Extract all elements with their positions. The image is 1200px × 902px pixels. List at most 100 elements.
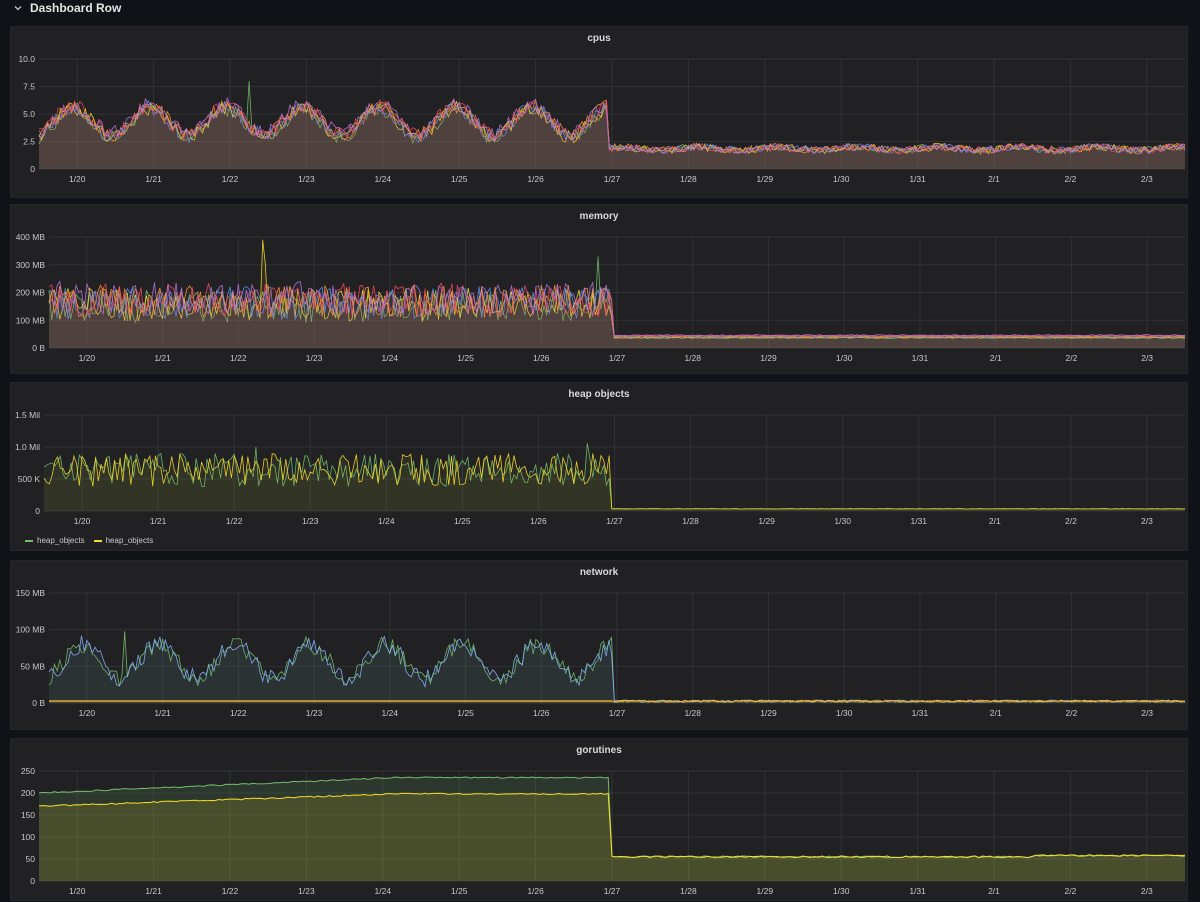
y-tick-label: 0: [35, 506, 40, 516]
series-line: [48, 256, 1186, 340]
chart-network: 0 B 50 MB 100 MB 150 MB 1/20 1/21 1/22 1/23 1/24…: [16, 588, 1186, 718]
x-tick-label: 2/3: [1141, 516, 1153, 526]
x-tick-label: 2/2: [1064, 174, 1076, 184]
x-tick-label: 1/25: [454, 516, 471, 526]
y-tick-label: 0: [30, 876, 35, 886]
series-area: [49, 239, 1185, 348]
dashboard-row-header[interactable]: Dashboard Row: [0, 0, 1200, 16]
x-tick-label: 2/2: [1065, 353, 1077, 363]
x-tick-label: 1/28: [684, 708, 701, 718]
legend-swatch: [93, 539, 102, 542]
x-tick-label: 1/25: [457, 353, 474, 363]
y-tick-label: 5.0: [23, 109, 35, 119]
panel-title[interactable]: memory: [579, 211, 619, 222]
y-tick-label: 200: [21, 788, 35, 798]
panel-title[interactable]: heap objects: [568, 389, 630, 400]
x-tick-label: 1/21: [154, 708, 171, 718]
legend-item[interactable]: heap_objects: [93, 536, 153, 545]
x-tick-label: 1/29: [760, 353, 777, 363]
series-line: [48, 635, 1186, 703]
series-area: [39, 100, 1185, 169]
x-tick-label: 1/24: [375, 886, 392, 896]
x-tick-label: 1/21: [150, 516, 167, 526]
series-area: [44, 453, 1185, 511]
series-line: [48, 285, 1186, 338]
series-area: [39, 81, 1185, 169]
x-tick-label: 1/30: [833, 886, 850, 896]
row-title: Dashboard Row: [30, 1, 122, 15]
x-tick-label: 2/1: [989, 516, 1001, 526]
y-tick-label: 250: [21, 766, 35, 776]
x-tick-label: 1/30: [834, 516, 851, 526]
x-tick-label: 1/29: [760, 708, 777, 718]
y-tick-label: 300 MB: [16, 260, 46, 270]
y-tick-label: 100: [21, 832, 35, 842]
y-tick-label: 100 MB: [16, 625, 46, 635]
x-tick-label: 1/20: [69, 174, 86, 184]
x-tick-label: 1/22: [222, 174, 239, 184]
y-tick-label: 400 MB: [16, 232, 46, 242]
y-tick-label: 150 MB: [16, 588, 46, 598]
series-area: [49, 281, 1185, 348]
y-tick-label: 100 MB: [16, 315, 46, 325]
y-tick-label: 150: [21, 810, 35, 820]
x-tick-label: 1/27: [609, 708, 626, 718]
x-tick-label: 1/21: [154, 353, 171, 363]
legend-item[interactable]: heap_objects: [25, 536, 85, 545]
x-tick-label: 1/30: [833, 174, 850, 184]
series-area: [39, 101, 1185, 169]
series-line: [49, 699, 1186, 703]
chart-heap-objects: 0 500 K 1.0 Mil 1.5 Mil 1/20 1/21 1/22 1/23 1/24…: [15, 410, 1186, 526]
y-tick-label: 10.0: [18, 54, 35, 64]
x-tick-label: 1/24: [382, 708, 399, 718]
x-tick-label: 1/23: [298, 174, 315, 184]
x-tick-label: 1/30: [836, 708, 853, 718]
x-tick-label: 1/20: [79, 708, 96, 718]
x-tick-label: 1/22: [230, 353, 247, 363]
x-tick-label: 2/3: [1141, 353, 1153, 363]
series-line: [48, 282, 1186, 337]
y-tick-label: 0 B: [32, 698, 45, 708]
panel-title[interactable]: network: [579, 567, 619, 578]
y-tick-label: 7.5: [23, 82, 35, 92]
series-area: [39, 98, 1185, 169]
x-tick-label: 1/26: [527, 886, 544, 896]
series-line: [38, 99, 1186, 155]
x-tick-label: 1/28: [684, 353, 701, 363]
x-tick-label: 1/24: [375, 174, 392, 184]
panel-heap-objects: heap objects 0 500 K 1.0 Mil 1.5 Mil 1/20 1/2…: [10, 382, 1188, 551]
y-tick-label: 0 B: [32, 343, 45, 353]
series-area: [49, 635, 1185, 703]
x-tick-label: 2/2: [1065, 516, 1077, 526]
x-tick-label: 1/24: [382, 353, 399, 363]
x-tick-label: 1/23: [298, 886, 315, 896]
y-tick-label: 0: [30, 164, 35, 174]
x-tick-label: 1/29: [757, 886, 774, 896]
x-tick-label: 2/3: [1141, 174, 1153, 184]
y-tick-label: 50: [26, 854, 36, 864]
x-tick-label: 1/31: [909, 174, 926, 184]
chart-gorutines: 0 50 100 150 200 250 1/20 1/21 1/22 1/23 1/24 1/25 1…: [21, 766, 1186, 896]
x-tick-label: 2/1: [990, 708, 1002, 718]
panel-network: network 0 B 50 MB 100 MB 150 MB 1/20 1/21 1/22…: [10, 560, 1188, 730]
x-tick-label: 1/28: [680, 886, 697, 896]
x-tick-label: 1/22: [226, 516, 243, 526]
series-area: [39, 100, 1185, 169]
x-tick-label: 1/31: [909, 886, 926, 896]
x-tick-label: 1/25: [451, 174, 468, 184]
series-area: [49, 256, 1185, 348]
series-area: [49, 286, 1185, 348]
series-line: [38, 96, 1186, 155]
x-tick-label: 1/27: [606, 516, 623, 526]
x-tick-label: 2/1: [988, 886, 1000, 896]
x-tick-label: 1/20: [74, 516, 91, 526]
x-tick-label: 1/22: [222, 886, 239, 896]
y-tick-label: 50 MB: [20, 661, 45, 671]
x-tick-label: 1/26: [530, 516, 547, 526]
panel-memory: memory 0 B 100 MB 200 MB 300 MB 400 MB 1/20 1/…: [10, 204, 1188, 374]
legend-swatch: [25, 539, 33, 542]
x-tick-label: 2/1: [990, 353, 1002, 363]
x-tick-label: 1/22: [230, 708, 247, 718]
panel-title[interactable]: gorutines: [576, 745, 622, 756]
panel-title[interactable]: cpus: [587, 33, 611, 44]
